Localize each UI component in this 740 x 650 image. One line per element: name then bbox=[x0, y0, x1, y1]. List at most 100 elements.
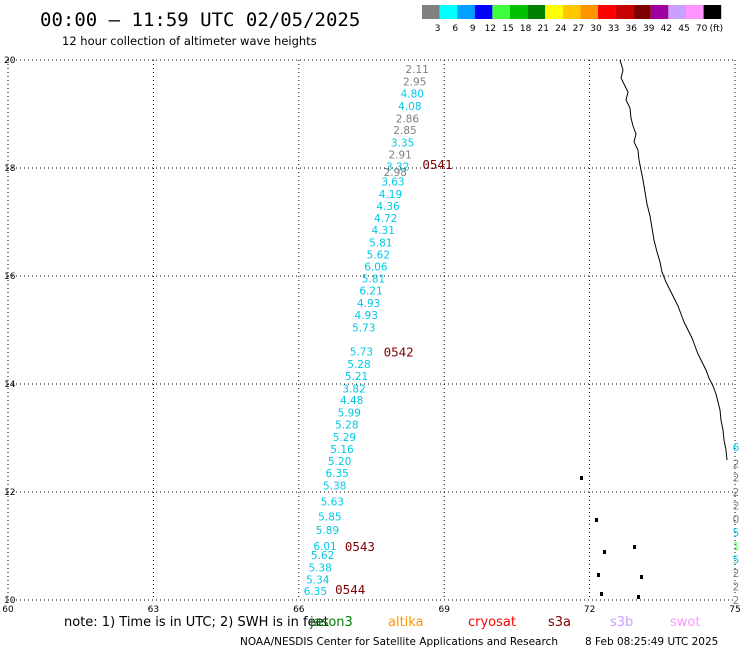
legend-label: 45 bbox=[678, 24, 689, 34]
track-time-labels: 0541 0542 0543 0544 bbox=[335, 157, 452, 597]
legend-swatch bbox=[457, 5, 475, 19]
wave-height-value: 5.62 bbox=[367, 249, 390, 261]
footer-note: note: 1) Time is in UTC; 2) SWH is in fe… bbox=[64, 615, 329, 630]
coastline bbox=[580, 59, 728, 599]
lon-tick-label: 63 bbox=[148, 605, 159, 615]
lon-tick-label: 60 bbox=[2, 605, 14, 615]
legend-label: 39 bbox=[643, 24, 655, 34]
track-time-label: 0542 bbox=[384, 345, 414, 360]
legend-swatch bbox=[703, 5, 722, 19]
wave-height-value: 5.73 bbox=[350, 347, 373, 359]
wave-height-value: 3.35 bbox=[391, 138, 414, 150]
wave-height-value: 5.29 bbox=[333, 432, 356, 444]
legend-swatch bbox=[686, 5, 704, 19]
legend-label: 18 bbox=[520, 24, 532, 34]
wave-height-value: 2.8 bbox=[733, 472, 740, 484]
legend-label: 30 bbox=[590, 24, 602, 34]
wave-height-value: 5.38 bbox=[308, 563, 331, 575]
legend-label: 6 bbox=[452, 24, 458, 34]
wave-height-value: 3.63 bbox=[381, 177, 404, 189]
wave-height-value: 2.86 bbox=[396, 113, 420, 125]
legend-swatch bbox=[615, 5, 634, 19]
legend-swatch bbox=[545, 5, 563, 19]
lon-tick-label: 66 bbox=[293, 605, 305, 615]
wave-height-value: 6. bbox=[733, 442, 740, 454]
island-marker bbox=[640, 575, 643, 579]
wave-height-value: 4.72 bbox=[374, 213, 397, 225]
legend-swatch bbox=[492, 5, 510, 19]
track-time-label: 0541 bbox=[422, 157, 452, 172]
legend-label: 33 bbox=[608, 24, 619, 34]
wave-height-value: 2.83 bbox=[733, 595, 740, 607]
wave-height-value: 4.08 bbox=[398, 101, 421, 113]
wave-height-value: 6.21 bbox=[359, 286, 382, 298]
lat-tick-label: 18 bbox=[4, 164, 16, 174]
wave-height-value: 5.81 bbox=[362, 274, 385, 286]
wave-height-value: 2.11 bbox=[405, 64, 428, 76]
footer-timestamp: 8 Feb 08:25:49 UTC 2025 bbox=[585, 636, 718, 648]
wave-height-value: 5.85 bbox=[318, 511, 341, 523]
wave-height-value: 13.26 bbox=[733, 541, 740, 553]
legend-swatch bbox=[562, 5, 581, 19]
altimeter-observations: 2.112.954.804.082.862.853.352.913.322.98… bbox=[304, 64, 740, 607]
island-marker bbox=[603, 550, 606, 554]
satellite-name: altika bbox=[388, 615, 424, 630]
latitude-labels: 10 12 14 16 18 20 bbox=[4, 56, 16, 606]
wave-height-value: 2.48 bbox=[733, 568, 740, 580]
legend-swatch bbox=[598, 5, 616, 19]
legend-label: 27 bbox=[573, 24, 584, 34]
legend-swatch bbox=[650, 5, 669, 19]
wave-height-value: 2. bbox=[733, 458, 740, 470]
legend-label: 3 bbox=[435, 24, 441, 34]
wave-height-value: 3.32 bbox=[386, 161, 409, 173]
legend-swatch bbox=[510, 5, 528, 19]
lat-tick-label: 20 bbox=[4, 56, 16, 66]
legend-swatch bbox=[439, 5, 458, 19]
island-marker bbox=[580, 476, 583, 480]
map-subtitle: 12 hour collection of altimeter wave hei… bbox=[62, 34, 317, 48]
legend-swatch bbox=[668, 5, 686, 19]
wave-height-value: 5.99 bbox=[338, 408, 361, 420]
legend-label: 24 bbox=[555, 24, 567, 34]
lat-tick-label: 16 bbox=[4, 272, 16, 282]
legend-swatch bbox=[527, 5, 546, 19]
wave-height-value: 4.19 bbox=[379, 189, 402, 201]
wave-height-value: 5.81 bbox=[369, 238, 392, 250]
satellite-name: jason3 bbox=[309, 615, 353, 630]
wave-height-value: 2.9 bbox=[733, 487, 740, 499]
wave-height-value: 5.20 bbox=[328, 456, 351, 468]
legend-swatch bbox=[474, 5, 493, 19]
island-marker bbox=[633, 545, 636, 549]
wave-height-value: 3.82 bbox=[342, 383, 365, 395]
track-time-label: 0544 bbox=[335, 582, 365, 597]
satellite-name: s3a bbox=[548, 615, 571, 630]
wave-height-value: 5.21 bbox=[345, 371, 368, 383]
footer-credit: NOAA/NESDIS Center for Satellite Applica… bbox=[240, 636, 558, 648]
wave-height-value: 6.01 bbox=[313, 541, 336, 553]
legend-label: 21 bbox=[537, 24, 548, 34]
wave-height-value: 4.93 bbox=[357, 298, 380, 310]
island-marker bbox=[595, 518, 598, 522]
wave-height-value: 4.48 bbox=[340, 395, 363, 407]
lon-tick-label: 75 bbox=[729, 605, 740, 615]
wave-height-value: 5.28 bbox=[347, 359, 370, 371]
wave-height-value: 2.95 bbox=[403, 77, 426, 89]
legend-label: 36 bbox=[625, 24, 637, 34]
wave-height-value: 4.36 bbox=[376, 201, 400, 213]
wave-height-value: 6.35 bbox=[325, 468, 348, 480]
wave-height-value: 5.06 bbox=[733, 528, 740, 540]
wave-height-legend: 3 6 9 12 15 18 21 24 27 30 33 36 39 42 45 70 (ft) bbox=[422, 5, 723, 34]
wave-height-value: 2.96 bbox=[733, 501, 740, 513]
wave-height-value: 5.89 bbox=[316, 525, 339, 537]
wave-height-value: 5.38 bbox=[323, 481, 346, 493]
wave-height-value: 4.31 bbox=[372, 225, 395, 237]
wave-height-value: 4.93 bbox=[355, 310, 378, 322]
satellite-name: cryosat bbox=[468, 615, 516, 630]
satellite-name: s3b bbox=[610, 615, 633, 630]
wave-height-value: 2.98 bbox=[384, 167, 407, 179]
legend-label: 9 bbox=[470, 24, 476, 34]
legend-label: 12 bbox=[485, 24, 496, 34]
legend-label: 42 bbox=[661, 24, 672, 34]
legend-swatch bbox=[633, 5, 651, 19]
